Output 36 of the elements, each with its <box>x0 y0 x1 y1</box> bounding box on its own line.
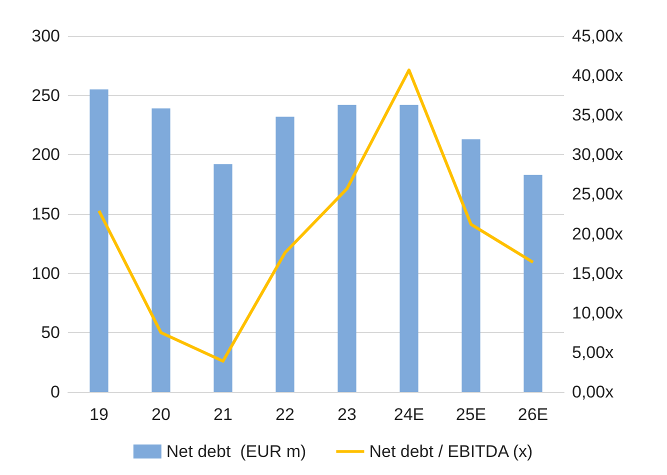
bar <box>214 164 232 392</box>
y-tick-label: 200 <box>32 145 60 164</box>
bar <box>462 139 480 392</box>
x-tick-label: 24E <box>394 405 424 424</box>
bar <box>400 104 418 392</box>
x-tick-label: 20 <box>152 405 170 424</box>
legend-label: Net debt (EUR m) <box>166 442 306 461</box>
y2-tick-label: 45,00x <box>572 26 624 46</box>
y-tick-label: 250 <box>32 86 60 105</box>
y2-tick-label: 40,00x <box>572 66 624 86</box>
y2-tick-label: 35,00x <box>572 106 624 125</box>
y-tick-label: 100 <box>32 264 60 283</box>
bar <box>90 89 108 392</box>
bar <box>276 116 294 392</box>
x-tick-label: 23 <box>338 405 356 424</box>
bar <box>524 174 542 392</box>
bar <box>152 108 170 392</box>
line-series <box>98 68 534 363</box>
y2-tick-label: 25,00x <box>572 184 624 204</box>
x-tick-label: 19 <box>90 405 108 424</box>
x-tick-label: 21 <box>214 405 232 424</box>
bar <box>338 104 356 392</box>
x-tick-label: 22 <box>276 405 294 424</box>
y2-tick-label: 20,00x <box>572 224 624 244</box>
y2-tick-label: 5,00x <box>572 342 614 362</box>
y-tick-label: 300 <box>32 26 60 46</box>
y-tick-label: 50 <box>41 323 60 342</box>
legend-label: Net debt / EBITDA (x) <box>369 442 533 461</box>
y2-tick-label: 30,00x <box>572 145 624 164</box>
y2-tick-label: 15,00x <box>572 264 624 283</box>
x-tick-label: 26E <box>518 405 548 424</box>
x-tick-label: 25E <box>456 405 486 424</box>
y-tick-label: 150 <box>32 204 60 224</box>
y-tick-label: 0 <box>50 382 60 402</box>
y2-tick-label: 0,00x <box>572 382 614 402</box>
y2-tick-label: 10,00x <box>572 303 624 322</box>
